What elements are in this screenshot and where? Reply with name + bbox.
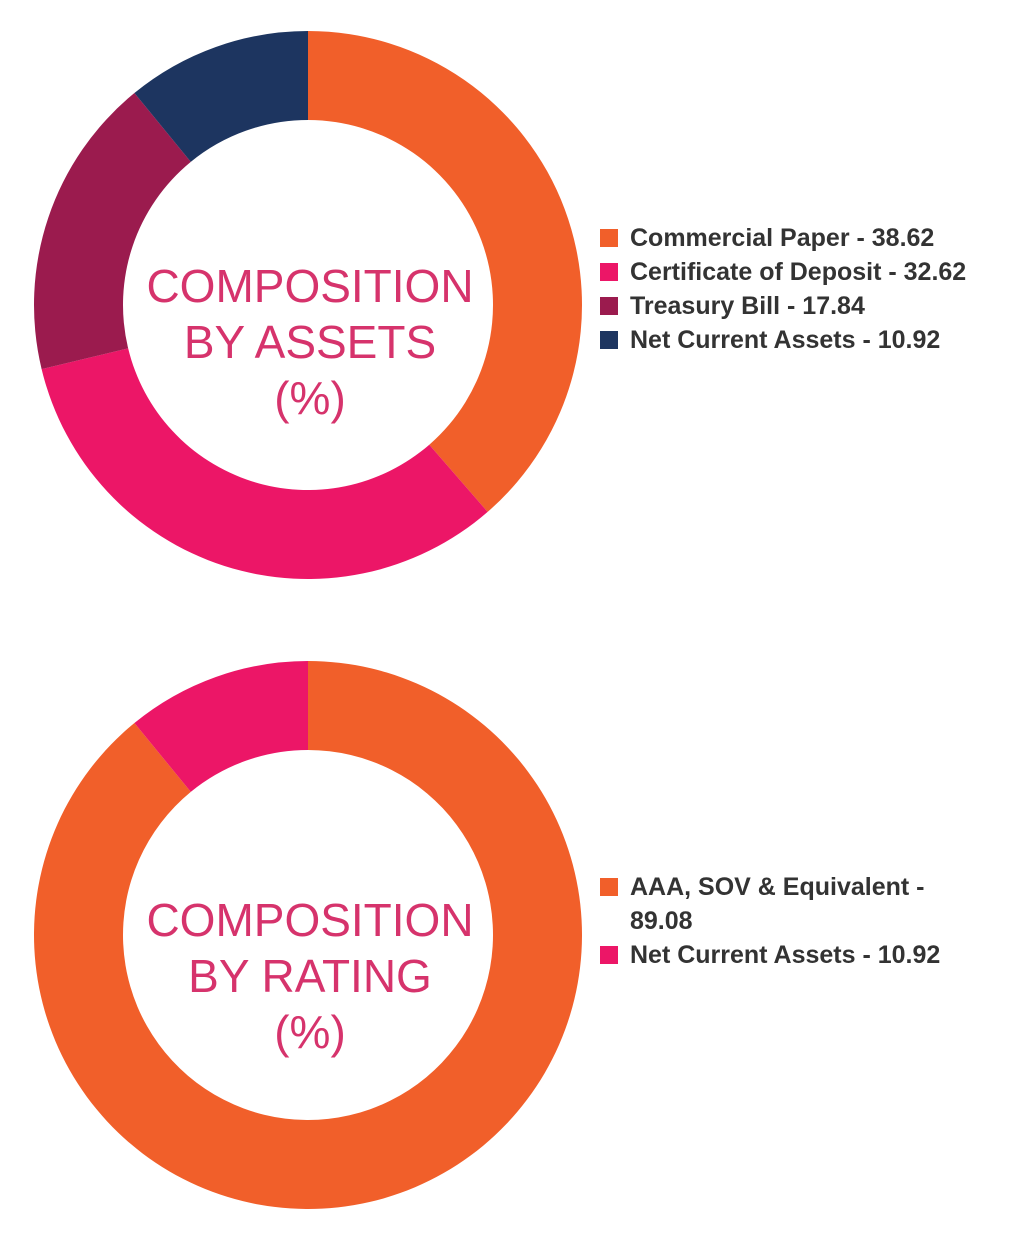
rating-donut <box>33 661 582 1209</box>
legend-item-treasury-bill: Treasury Bill - 17.84 <box>600 289 1010 323</box>
rating-title-line-2: BY RATING <box>188 950 432 1002</box>
assets-donut <box>33 31 582 579</box>
legend-swatch <box>600 263 618 281</box>
assets-legend: Commercial Paper - 38.62 Certificate of … <box>600 221 1010 357</box>
rating-title-line-3: (%) <box>274 1006 346 1058</box>
assets-title-line-3: (%) <box>274 372 346 424</box>
legend-item-net-current-assets: Net Current Assets - 10.92 <box>600 938 960 972</box>
legend-label: Net Current Assets - 10.92 <box>630 941 941 969</box>
rating-legend: AAA, SOV & Equivalent - 89.08 Net Curren… <box>600 870 960 972</box>
assets-slice-certificate-of-deposit <box>41 348 488 579</box>
legend-item-net-current-assets: Net Current Assets - 10.92 <box>600 323 1010 357</box>
legend-label: AAA, SOV & Equivalent - 89.08 <box>630 873 925 935</box>
assets-slice-net-current-assets <box>134 31 308 162</box>
assets-title-line-1: COMPOSITION <box>146 260 474 312</box>
legend-item-commercial-paper: Commercial Paper - 38.62 <box>600 221 1010 255</box>
legend-label: Treasury Bill - 17.84 <box>630 292 865 320</box>
legend-label: Certificate of Deposit - 32.62 <box>630 258 967 286</box>
legend-item-aaa-sov-equivalent: AAA, SOV & Equivalent - 89.08 <box>600 870 960 938</box>
legend-swatch <box>600 229 618 247</box>
legend-item-certificate-of-deposit: Certificate of Deposit - 32.62 <box>600 255 1010 289</box>
rating-slice-aaa-sov-equivalent <box>33 661 582 1209</box>
rating-slice-net-current-assets <box>134 661 308 792</box>
composition-by-rating-chart: COMPOSITION BY RATING (%) AAA, SOV & Equ… <box>0 630 1025 1243</box>
assets-center-title: COMPOSITION BY ASSETS (%) <box>110 258 510 426</box>
composition-by-assets-chart: COMPOSITION BY ASSETS (%) Commercial Pap… <box>0 0 1025 620</box>
assets-slice-commercial-paper <box>308 31 582 512</box>
legend-swatch <box>600 878 618 896</box>
legend-swatch <box>600 297 618 315</box>
legend-label: Net Current Assets - 10.92 <box>630 326 941 354</box>
assets-slice-treasury-bill <box>33 93 191 370</box>
legend-swatch <box>600 331 618 349</box>
rating-title-line-1: COMPOSITION <box>146 894 474 946</box>
assets-title-line-2: BY ASSETS <box>183 316 437 368</box>
legend-swatch <box>600 946 618 964</box>
legend-label: Commercial Paper - 38.62 <box>630 224 935 252</box>
rating-center-title: COMPOSITION BY RATING (%) <box>110 892 510 1060</box>
